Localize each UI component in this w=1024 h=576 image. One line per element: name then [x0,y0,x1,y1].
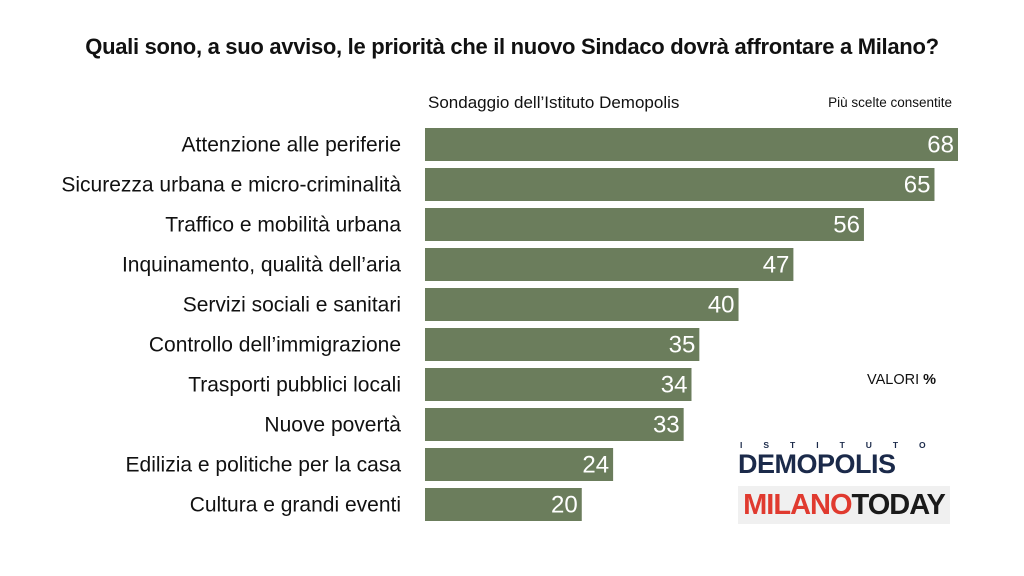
value-label: 34 [661,372,688,399]
value-label: 33 [653,412,680,439]
units-symbol: % [923,372,937,388]
category-label: Nuove povertà [264,414,401,437]
units-label: VALORI % [867,372,936,388]
bar [425,328,700,361]
value-label: 47 [763,252,790,279]
milanotoday-logo-dark: TODAY [851,489,946,521]
category-label: Cultura e grandi eventi [190,494,401,517]
milanotoday-logo: MILANOTODAY [738,486,950,524]
multiple-choice-note: Più scelte consentite [828,95,952,110]
category-label: Trasporti pubblici locali [188,374,401,397]
demopolis-logo: ISTITUTO DEMOPOLIS [738,440,950,479]
bar [425,208,864,241]
bar [425,128,958,161]
value-label: 24 [582,452,609,479]
value-label: 40 [708,292,735,319]
category-label: Inquinamento, qualità dell’aria [122,254,401,277]
value-label: 20 [551,492,578,519]
category-label: Servizi sociali e sanitari [183,294,401,317]
bar [425,168,935,201]
category-label: Traffico e mobilità urbana [165,214,401,237]
category-label: Attenzione alle periferie [182,134,401,157]
bar [425,448,614,481]
value-label: 35 [669,332,696,359]
value-label: 56 [833,212,860,239]
category-label: Controllo dell’immigrazione [149,334,401,357]
value-label: 65 [904,172,931,199]
bar [425,288,739,321]
bar [425,368,692,401]
demopolis-logo-top: ISTITUTO [740,440,947,450]
category-label: Sicurezza urbana e micro-criminalità [61,174,401,197]
category-label: Edilizia e politiche per la casa [126,454,402,477]
demopolis-logo-main: DEMOPOLIS [738,449,896,479]
bar [425,488,582,521]
milanotoday-logo-red: MILANO [743,489,852,521]
chart-subtitle: Sondaggio dell’Istituto Demopolis [428,93,680,112]
bar [425,248,794,281]
chart-title: Quali sono, a suo avviso, le priorità ch… [85,34,939,59]
units-prefix: VALORI [867,372,920,388]
value-label: 68 [927,132,954,159]
bar [425,408,684,441]
